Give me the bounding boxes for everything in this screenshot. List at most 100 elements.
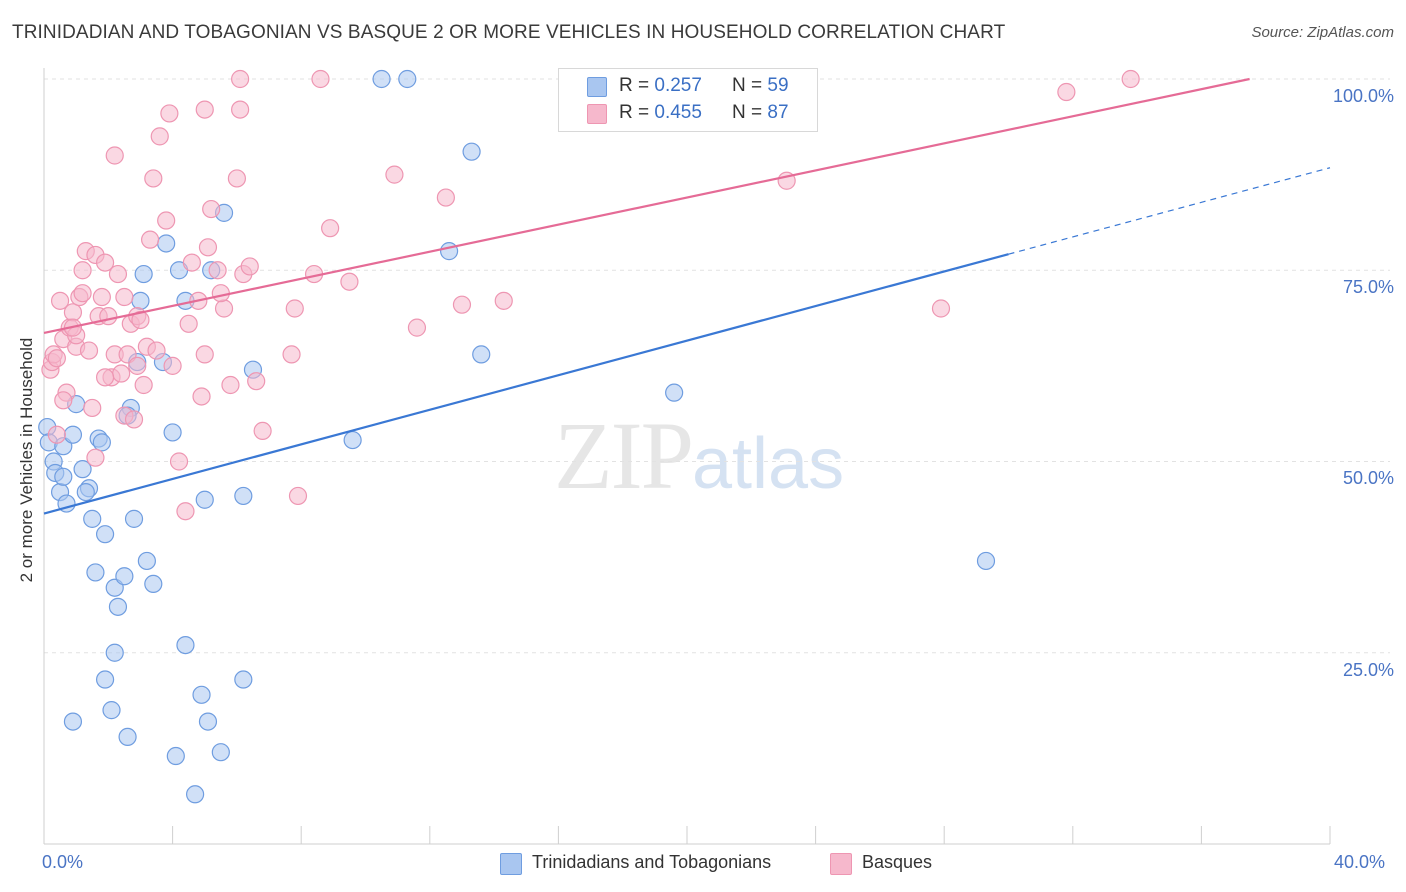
data-point-trinidadian: [95, 525, 115, 544]
data-point-trinidadian: [124, 509, 144, 528]
data-point-basque: [288, 486, 308, 506]
data-point-basque: [311, 69, 330, 89]
r-label: R =: [619, 75, 655, 96]
data-point-trinidadian: [54, 467, 73, 486]
legend-label: Trinidadians and Tobagonians: [532, 852, 772, 872]
data-point-trinidadian: [108, 597, 128, 616]
data-point-basque: [115, 287, 134, 307]
y-tick-label: 50.0%: [1342, 468, 1394, 488]
data-point-basque: [231, 100, 250, 119]
data-point-basque: [86, 448, 105, 467]
data-point-trinidadian: [63, 712, 83, 731]
pink-swatch: [830, 853, 852, 875]
data-point-trinidadian: [472, 345, 491, 364]
data-point-basque: [436, 188, 455, 207]
data-point-trinidadian: [372, 69, 391, 89]
data-point-trinidadian: [211, 743, 230, 762]
y-tick-label: 25.0%: [1342, 660, 1394, 680]
r-value: 0.455: [654, 102, 702, 123]
data-point-basque: [50, 291, 70, 310]
data-point-trinidadian: [192, 685, 211, 704]
stats-legend: R = 0.257 N = 59 R = 0.455 N = 87: [558, 68, 818, 132]
data-point-trinidadian: [63, 425, 83, 444]
n-label: N =: [732, 102, 768, 123]
data-point-basque: [95, 253, 115, 272]
data-point-trinidadian: [92, 433, 111, 452]
blue-swatch: [500, 853, 522, 875]
data-point-trinidadian: [105, 643, 124, 662]
data-point-basque: [931, 299, 951, 318]
data-point-basque: [163, 356, 182, 375]
data-point-basque: [144, 169, 163, 188]
data-point-trinidadian: [176, 635, 195, 655]
data-point-basque: [198, 238, 218, 257]
data-point-basque: [321, 219, 340, 238]
data-point-basque: [134, 375, 153, 395]
data-point-trinidadian: [102, 701, 121, 720]
y-axis-label: 2 or more Vehicles in Household: [17, 337, 36, 583]
data-point-trinidadian: [144, 574, 163, 594]
data-point-basque: [47, 425, 66, 444]
data-point-basque: [340, 272, 359, 291]
data-point-trinidadian: [234, 486, 253, 506]
data-point-basque: [494, 291, 513, 310]
data-point-basque: [140, 230, 160, 249]
data-point-basque: [92, 287, 111, 307]
n-value: 87: [767, 102, 789, 123]
data-point-trinidadian: [163, 423, 182, 442]
data-point-basque: [169, 452, 189, 471]
data-point-trinidadian: [115, 567, 134, 586]
data-point-basque: [79, 341, 99, 360]
data-point-trinidadian: [157, 234, 176, 253]
data-point-trinidadian: [234, 670, 253, 689]
data-point-basque: [176, 502, 195, 521]
data-point-trinidadian: [118, 727, 137, 747]
data-point-basque: [214, 299, 234, 318]
data-point-basque: [73, 261, 92, 280]
data-point-trinidadian: [439, 242, 459, 261]
data-point-basque: [227, 169, 246, 188]
data-point-trinidadian: [195, 490, 214, 509]
data-point-trinidadian: [86, 563, 105, 582]
data-point-basque: [211, 284, 230, 303]
legend-label: Basques: [862, 852, 933, 872]
x-tick-label: 0.0%: [42, 852, 84, 872]
n-value: 59: [767, 75, 789, 96]
trend-line-trinidadian: [43, 253, 1009, 515]
trend-line-extension: [1008, 167, 1331, 255]
n-label: N =: [732, 75, 768, 96]
source-label: Source: ZipAtlas.com: [1251, 24, 1394, 41]
data-point-basque: [192, 387, 211, 406]
trend-line-basque: [43, 77, 1250, 335]
data-point-trinidadian: [665, 383, 684, 402]
r-label: R =: [619, 102, 655, 123]
watermark-zip: ZIP: [554, 402, 694, 509]
x-tick-label: 40.0%: [1334, 852, 1386, 872]
data-point-basque: [182, 253, 201, 272]
watermark: ZIPatlas: [554, 400, 844, 511]
data-point-basque: [1121, 69, 1140, 89]
watermark-atlas: atlas: [692, 424, 845, 504]
data-point-basque: [83, 398, 102, 418]
data-point-trinidadian: [76, 483, 95, 502]
data-point-basque: [147, 341, 166, 360]
r-value: 0.257: [654, 75, 702, 96]
data-point-basque: [73, 284, 92, 303]
data-point-trinidadian: [166, 746, 185, 766]
data-point-basque: [99, 307, 118, 326]
data-point-basque: [407, 318, 427, 337]
blue-swatch: [587, 77, 607, 97]
chart-title: TRINIDADIAN AND TOBAGONIAN VS BASQUE 2 O…: [12, 22, 1006, 43]
data-point-basque: [285, 299, 304, 318]
data-point-trinidadian: [131, 291, 150, 310]
data-point-trinidadian: [976, 551, 996, 571]
data-point-trinidadian: [83, 509, 102, 528]
data-point-basque: [1057, 82, 1076, 102]
data-point-basque: [208, 261, 227, 280]
pink-swatch: [587, 104, 607, 124]
data-point-trinidadian: [95, 670, 115, 689]
data-point-basque: [124, 410, 144, 429]
data-point-basque: [160, 104, 179, 123]
data-point-trinidadian: [198, 712, 218, 731]
data-point-basque: [253, 421, 272, 440]
